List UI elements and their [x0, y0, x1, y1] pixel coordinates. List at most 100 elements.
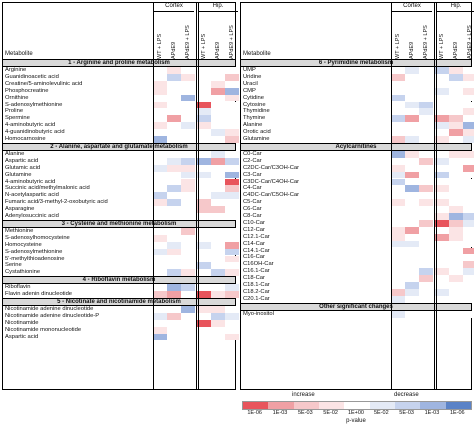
- heatmap-cell: [225, 122, 239, 130]
- column-divider: [198, 3, 199, 389]
- column-label-text: WT + LPS: [439, 33, 445, 59]
- heatmap-cell: [197, 73, 211, 81]
- heatmap-cell: [449, 150, 463, 158]
- heatmap-cell: [419, 275, 433, 282]
- legend-swatch: [394, 402, 421, 409]
- metabolite-row: C0-Car: [241, 150, 474, 158]
- heatmap-cell: [463, 213, 474, 220]
- heatmap-cell: [211, 284, 225, 292]
- metabolite-row: Thymine: [241, 115, 474, 123]
- heatmap-cell: [197, 241, 211, 249]
- heatmap-cell: [463, 288, 474, 296]
- heatmap-cell: [391, 122, 405, 130]
- column-label: APdE9: [407, 15, 416, 59]
- heatmap-cell: [405, 115, 419, 123]
- heatmap-cell: [153, 150, 167, 158]
- column-label-text: APdE9 + LPS: [467, 25, 473, 59]
- heatmap-cell: [405, 157, 419, 165]
- group-underline: [436, 11, 474, 12]
- heatmap-cell: [463, 247, 474, 255]
- heatmap-cell: [405, 213, 419, 220]
- heatmap-cell: [391, 226, 405, 234]
- heatmap-cell: [435, 67, 449, 74]
- heatmap-cell: [449, 219, 463, 227]
- legend-swatch: [268, 402, 294, 409]
- heatmap-cell: [167, 241, 181, 249]
- metabolite-row: Glutamine: [241, 136, 474, 143]
- heatmap-cell: [391, 87, 405, 95]
- heatmap-cell: [197, 306, 211, 313]
- heatmap-cell: [211, 199, 225, 207]
- heatmap-cell: [463, 282, 474, 289]
- column-label-text: APdE9 + LPS: [423, 25, 429, 59]
- heatmap-cell: [211, 185, 225, 193]
- heatmap-cell: [167, 73, 181, 81]
- column-label-text: WT + LPS: [201, 33, 207, 59]
- heatmap-cell: [181, 171, 195, 179]
- heatmap-cell: [167, 108, 181, 116]
- heatmap-cell: [197, 326, 211, 334]
- right-heatmap-panel: Cortex Hip. WT + LPS APdE9 APdE9 + LPS WT + L…: [240, 2, 474, 390]
- metabolite-row: Flavin adenin dinucleotide: [3, 291, 239, 298]
- heatmap-cell: [181, 185, 195, 193]
- metabolite-row: Uridine: [241, 73, 474, 81]
- heatmap-cell: [197, 227, 211, 235]
- column-divider: [196, 3, 197, 389]
- metabolite-name: Homocarnosine: [5, 136, 46, 142]
- heatmap-cell: [167, 248, 181, 256]
- heatmap-cell: [449, 288, 463, 296]
- metabolite-row: Alanine: [241, 122, 474, 130]
- heatmap-cell: [153, 284, 167, 292]
- heatmap-cell: [449, 268, 463, 276]
- heatmap-cell: [211, 326, 225, 334]
- heatmap-cell: [153, 227, 167, 235]
- heatmap-cell: [463, 164, 474, 172]
- heatmap-cell: [391, 282, 405, 289]
- heatmap-cell: [197, 185, 211, 193]
- metabolite-name: Thymine: [243, 115, 266, 122]
- heatmap-cell: [435, 94, 449, 102]
- legend-tick-label: 5E-02: [323, 410, 338, 416]
- heatmap-cell: [391, 310, 405, 318]
- metabolite-row: Aspartic acid: [3, 333, 239, 341]
- heatmap-cell: [167, 136, 181, 143]
- heatmap-cell: [391, 240, 405, 248]
- heatmap-cell: [463, 101, 474, 109]
- heatmap-cell: [225, 192, 239, 200]
- heatmap-cell: [197, 206, 211, 213]
- heatmap-cell: [463, 275, 474, 282]
- heatmap-cell: [225, 248, 239, 256]
- heatmap-cell: [449, 226, 463, 234]
- heatmap-cell: [197, 171, 211, 179]
- metabolite-row: 5'-methylthioadenosine: [3, 255, 239, 263]
- heatmap-cell: [419, 213, 433, 220]
- heatmap-cell: [449, 261, 463, 269]
- metabolite-row: C2DC-Car/C3OH-Car: [241, 164, 474, 172]
- heatmap-cell: [167, 122, 181, 130]
- heatmap-cell: [391, 219, 405, 227]
- legend-tick-label: 5E-03: [297, 410, 313, 416]
- metabolite-name: Spermine: [5, 115, 30, 122]
- heatmap-cell: [449, 206, 463, 213]
- metabolite-name: C18-Car: [243, 275, 265, 282]
- metabolite-name: C4-Car: [243, 185, 262, 192]
- heatmap-cell: [405, 80, 419, 88]
- metabolite-name: 5'-methylthioadenosine: [5, 255, 65, 262]
- legend-title: p-value: [346, 418, 366, 424]
- heatmap-cell: [181, 248, 195, 256]
- metabolite-row: 4-aminobutyric acid: [3, 178, 239, 186]
- metabolite-row: Riboflavin: [3, 284, 239, 292]
- metabolite-row: Cytidine: [241, 94, 474, 102]
- column-label: APdE9 + LPS: [183, 15, 192, 59]
- heatmap-cell: [211, 150, 225, 158]
- heatmap-cell: [463, 295, 474, 303]
- heatmap-cell: [153, 67, 167, 74]
- heatmap-cell: [167, 326, 181, 334]
- heatmap-cell: [449, 240, 463, 248]
- heatmap-cell: [211, 178, 225, 186]
- metabolite-row: C18.1-Car: [241, 282, 474, 289]
- metabolite-row: Fumaric acid/3-methyl-2-oxobutyric acid: [3, 199, 239, 207]
- column-label-text: APdE9: [215, 41, 221, 59]
- metabolite-row: Creatine/5-aminolevulinic acid: [3, 80, 239, 88]
- heatmap-cell: [167, 199, 181, 207]
